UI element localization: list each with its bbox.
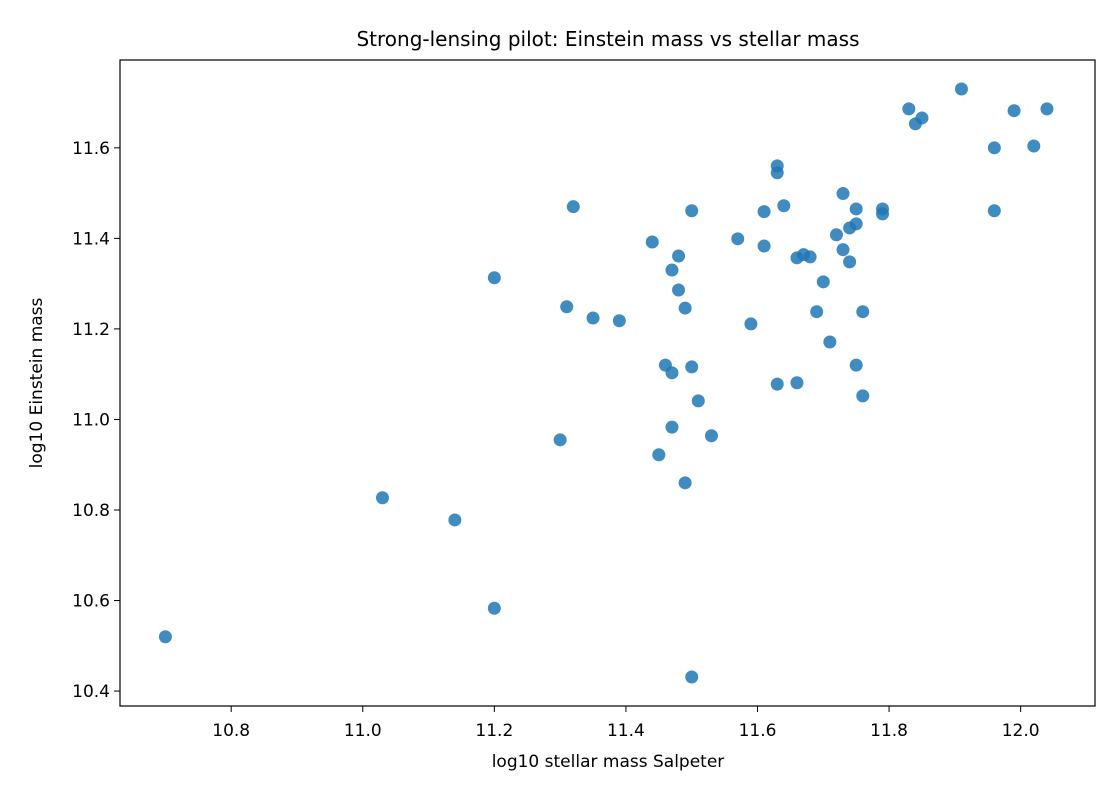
y-tick-label: 11.0 [72, 410, 110, 430]
point [987, 204, 1001, 218]
point [987, 141, 1001, 155]
point [665, 366, 679, 380]
point [902, 102, 916, 116]
y-axis-label: log10 Einstein mass [27, 297, 47, 468]
point [678, 476, 692, 490]
point [849, 202, 863, 216]
point [829, 228, 843, 242]
x-tick-label: 11.2 [475, 721, 513, 741]
point [777, 199, 791, 213]
point [757, 205, 771, 219]
point [612, 314, 626, 328]
point [158, 630, 172, 644]
point [685, 670, 699, 684]
point [487, 271, 501, 285]
point [685, 204, 699, 218]
y-tick-label: 11.2 [72, 320, 110, 340]
x-tick-label: 11.0 [344, 721, 382, 741]
point [645, 235, 659, 249]
point [849, 358, 863, 372]
point [770, 377, 784, 391]
point [770, 166, 784, 180]
point [685, 360, 699, 374]
point [376, 491, 389, 505]
point [856, 389, 870, 403]
point [816, 275, 830, 289]
point [823, 335, 837, 349]
point [566, 200, 580, 214]
x-tick-label: 11.4 [607, 721, 645, 741]
point [954, 82, 968, 96]
x-tick-label: 12.0 [1002, 721, 1040, 741]
point [704, 429, 718, 443]
point [678, 301, 692, 315]
point [560, 300, 574, 314]
point [849, 217, 863, 231]
x-tick-label: 10.8 [212, 721, 250, 741]
point [586, 311, 600, 325]
point [665, 420, 679, 434]
point [757, 239, 771, 253]
point [487, 601, 501, 615]
point [843, 255, 857, 269]
point [665, 263, 679, 277]
y-tick-label: 10.8 [72, 501, 110, 521]
point [803, 250, 817, 264]
point [672, 249, 686, 263]
point [652, 448, 666, 462]
y-tick-label: 10.4 [72, 682, 110, 702]
point [810, 305, 824, 319]
plot-frame [119, 59, 1096, 707]
x-tick-label: 11.8 [870, 721, 908, 741]
y-tick-label: 11.6 [72, 139, 110, 159]
point [448, 513, 462, 527]
x-axis-label: log10 stellar mass Salpeter [492, 752, 725, 772]
chart-title: Strong-lensing pilot: Einstein mass vs s… [356, 27, 859, 51]
point [836, 243, 850, 257]
point [1007, 104, 1021, 118]
point [876, 207, 889, 221]
y-tick-label: 11.4 [72, 229, 110, 249]
point [672, 283, 686, 297]
point [856, 305, 870, 319]
point [1027, 139, 1041, 153]
x-tick-label: 11.6 [739, 721, 777, 741]
point [836, 187, 850, 201]
point [691, 394, 705, 408]
y-tick-label: 10.6 [72, 592, 110, 612]
point [731, 232, 745, 246]
point [744, 317, 758, 331]
point [790, 376, 804, 390]
point [553, 433, 567, 447]
point [1040, 102, 1054, 116]
point [915, 111, 929, 125]
